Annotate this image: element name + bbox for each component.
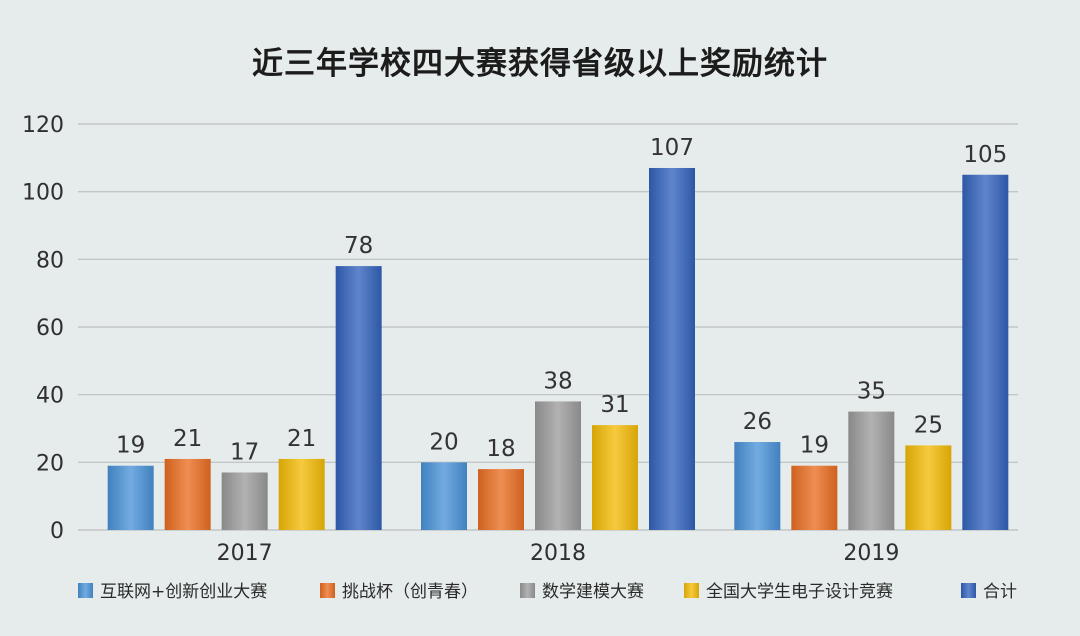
x-tick-label: 2017 (217, 541, 273, 566)
x-tick-label: 2019 (843, 541, 899, 566)
chart-title: 近三年学校四大赛获得省级以上奖励统计 (252, 46, 828, 82)
legend-item: 数学建模大赛 (520, 581, 644, 602)
data-label: 25 (914, 412, 943, 438)
legend-item: 合计 (961, 582, 1017, 602)
data-label: 19 (800, 433, 829, 459)
bar-2019-0 (734, 442, 781, 530)
legend-label: 全国大学生电子设计竞赛 (706, 581, 893, 602)
y-tick-label: 100 (22, 181, 64, 206)
data-label: 38 (543, 368, 572, 394)
bar-2017-2 (221, 472, 268, 530)
legend: 互联网+创新创业大赛 挑战杯（创青春） 数学建模大赛 全国大学生电子设计竞赛 合计 (78, 581, 1017, 602)
y-tick-label: 0 (50, 519, 64, 544)
x-tick-label: 2018 (530, 541, 586, 566)
bar-2017-1 (164, 458, 211, 530)
bar-2018-2 (535, 401, 581, 530)
data-labels: 19 21 17 21 78 20 18 38 31 107 26 19 35 25 105 (116, 135, 1007, 466)
bar-2018-3 (592, 425, 638, 530)
bar-2019-4 (962, 174, 1009, 530)
y-tick-label: 40 (36, 384, 64, 409)
legend-label: 数学建模大赛 (542, 581, 644, 602)
data-label: 17 (230, 439, 259, 465)
data-label: 105 (963, 142, 1007, 168)
y-tick-label: 60 (36, 316, 64, 341)
bar-2019-1 (791, 465, 838, 530)
bar-2018-1 (478, 469, 524, 530)
legend-label: 互联网+创新创业大赛 (100, 581, 267, 602)
bar-2019-2 (848, 411, 895, 530)
legend-swatch (520, 583, 535, 598)
y-tick-label: 80 (36, 248, 64, 273)
data-label: 35 (857, 379, 886, 405)
data-label: 107 (650, 135, 694, 161)
bars (107, 167, 1009, 530)
data-label: 19 (116, 433, 145, 459)
legend-item: 互联网+创新创业大赛 (78, 581, 267, 602)
data-label: 20 (429, 429, 458, 455)
bar-2018-4 (649, 167, 695, 530)
bar-2017-0 (107, 465, 154, 530)
bar-2019-3 (905, 445, 952, 530)
y-tick-label: 20 (36, 451, 64, 476)
y-tick-label: 120 (22, 113, 64, 138)
legend-swatch (320, 583, 335, 598)
legend-swatch (961, 583, 976, 598)
bar-2017-3 (278, 458, 325, 530)
legend-item: 全国大学生电子设计竞赛 (684, 581, 893, 602)
data-label: 26 (743, 409, 772, 435)
data-label: 18 (486, 436, 515, 462)
data-label: 21 (287, 426, 316, 452)
bar-2017-4 (335, 266, 382, 530)
legend-swatch (684, 583, 699, 598)
data-label: 21 (173, 426, 202, 452)
legend-label: 合计 (983, 582, 1017, 602)
data-label: 78 (344, 233, 373, 259)
legend-label: 挑战杯（创青春） (342, 582, 478, 602)
data-label: 31 (600, 392, 629, 418)
bar-2018-0 (421, 462, 467, 530)
legend-swatch (78, 583, 93, 598)
legend-item: 挑战杯（创青春） (320, 582, 478, 602)
